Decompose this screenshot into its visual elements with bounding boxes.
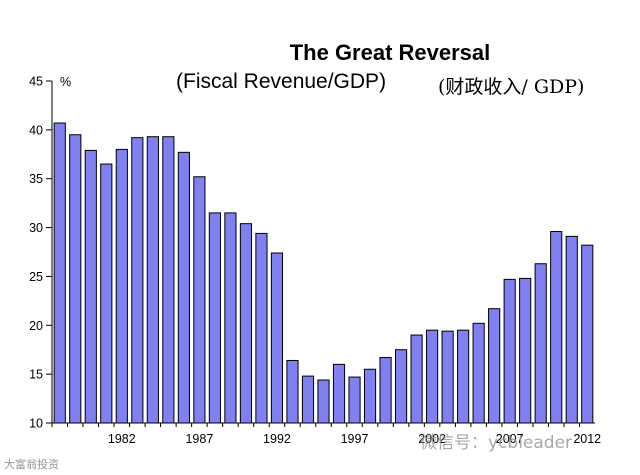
y-tick-label: 25 — [29, 270, 43, 284]
bar-2003 — [441, 330, 454, 424]
bar-1981 — [100, 163, 113, 424]
bar-1979 — [69, 134, 82, 424]
bar-2006 — [488, 308, 501, 424]
bar-1990 — [239, 223, 253, 424]
x-tick-label: 1987 — [185, 432, 213, 446]
bar-1997 — [348, 376, 361, 424]
bar-2001 — [410, 334, 423, 424]
bar-2004 — [457, 329, 470, 424]
y-axis: 10 15 20 25 30 35 40 45% — [29, 75, 71, 431]
y-tick-label: 35 — [29, 172, 43, 186]
bar-1988 — [208, 212, 221, 424]
bars — [53, 122, 594, 424]
bar-1987 — [193, 176, 206, 424]
y-tick-label: 20 — [29, 319, 43, 333]
y-axis-unit: % — [60, 75, 71, 89]
bar-1994 — [301, 375, 315, 424]
bar-1996 — [332, 363, 346, 424]
x-tick-label: 1982 — [108, 432, 136, 446]
bar-1999 — [379, 357, 392, 424]
bar-1989 — [224, 212, 237, 424]
bar-1984 — [146, 136, 159, 424]
bar-2000 — [394, 349, 408, 424]
bar-2002 — [426, 329, 439, 424]
bar-1982 — [115, 148, 128, 424]
y-tick-label: 10 — [29, 417, 43, 431]
x-tick-label: 1992 — [263, 432, 291, 446]
x-tick-label: 2002 — [418, 432, 446, 446]
bar-1993 — [286, 359, 299, 424]
bar-1986 — [177, 151, 190, 424]
chart-subtitle: (Fiscal Revenue/GDP) — [176, 70, 387, 93]
y-tick-label: 30 — [29, 221, 43, 235]
bar-1985 — [162, 136, 175, 424]
chart-subtitle-chinese: (财政收入/ GDP) — [438, 76, 585, 98]
x-tick-label: 2007 — [496, 432, 524, 446]
bar-1992 — [270, 252, 284, 424]
bar-1978 — [53, 122, 66, 424]
bar-2012 — [581, 244, 594, 424]
bar-1995 — [317, 379, 330, 424]
bar-1980 — [84, 149, 97, 424]
x-tick-label: 1997 — [341, 432, 369, 446]
bar-2009 — [534, 263, 547, 424]
bar-1998 — [363, 368, 377, 424]
chart-title: The Great Reversal — [289, 40, 491, 65]
bar-2007 — [503, 278, 516, 424]
bar-1983 — [131, 137, 144, 424]
source-watermark: 大富翁投资 — [4, 458, 59, 471]
bar-2005 — [472, 322, 485, 424]
y-tick-label: 45 — [29, 75, 43, 89]
bar-1991 — [255, 232, 268, 424]
x-tick-label: 2012 — [573, 432, 601, 446]
y-tick-label: 15 — [29, 368, 43, 382]
wechat-watermark: 微信号：ycbleader — [420, 433, 573, 453]
bar-2010 — [550, 230, 563, 424]
bar-2011 — [565, 235, 578, 424]
bar-2008 — [519, 277, 532, 424]
y-tick-label: 40 — [29, 123, 43, 137]
